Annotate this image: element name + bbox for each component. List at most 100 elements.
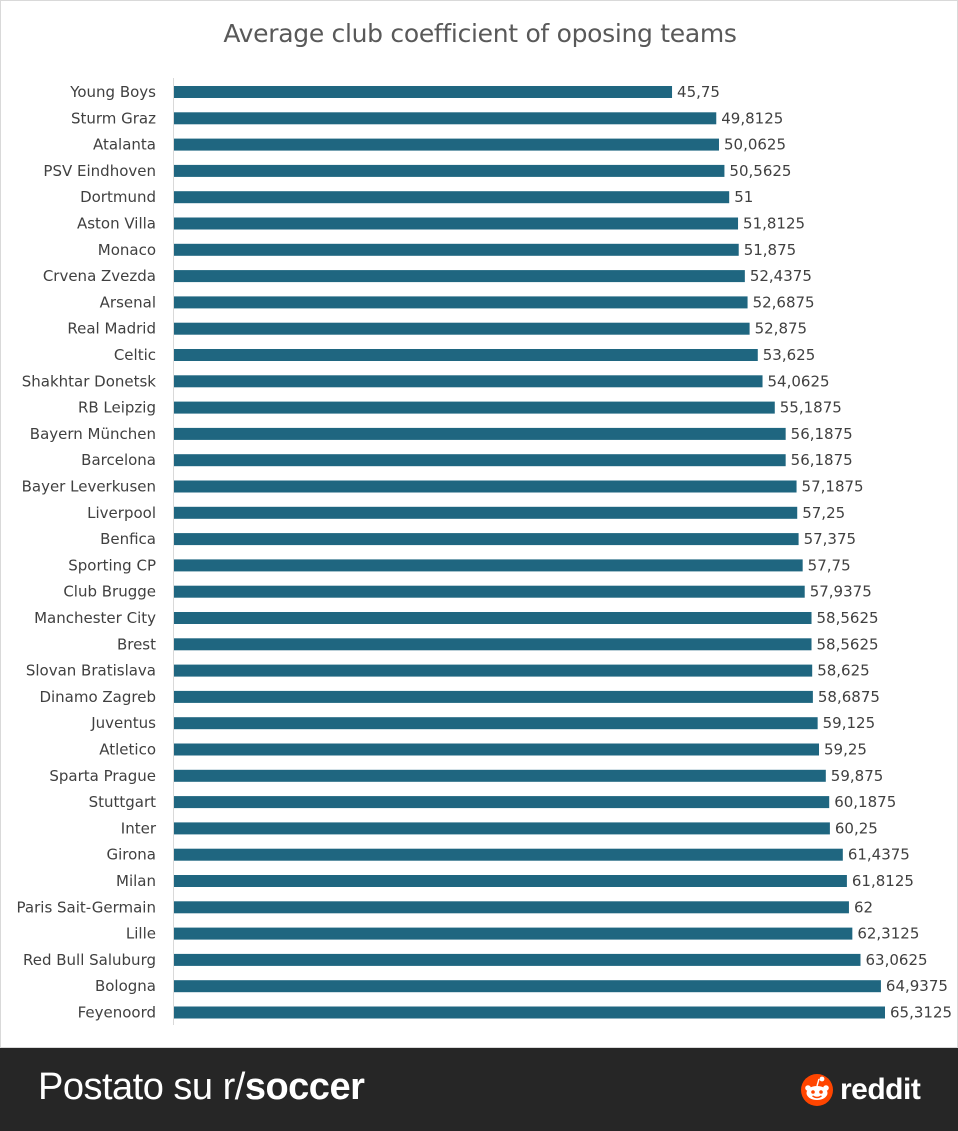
value-label: 53,625 <box>763 346 816 364</box>
value-label: 61,4375 <box>848 846 910 864</box>
bar <box>174 533 799 546</box>
category-label: Club Brugge <box>63 583 156 601</box>
value-label: 51,8125 <box>743 215 805 233</box>
bar <box>174 401 775 414</box>
value-label: 60,1875 <box>834 793 896 811</box>
value-label: 62,3125 <box>857 925 919 943</box>
bar <box>174 270 745 283</box>
value-label: 57,1875 <box>802 478 864 496</box>
bar <box>174 454 786 467</box>
value-label: 58,5625 <box>817 609 879 627</box>
category-label: Dinamo Zagreb <box>39 688 156 706</box>
category-label: Slovan Bratislava <box>26 662 156 680</box>
category-label: Liverpool <box>87 504 156 522</box>
value-label: 61,8125 <box>852 872 914 890</box>
bar <box>174 506 798 519</box>
bar <box>174 822 830 835</box>
category-label: Young Boys <box>69 83 156 101</box>
category-label: Bayer Leverkusen <box>22 478 156 496</box>
value-label: 51,875 <box>744 241 797 259</box>
footer-text: Postato su r/soccer <box>38 1066 365 1109</box>
category-label: Feyenoord <box>78 1004 156 1022</box>
category-label: Stuttgart <box>89 793 157 811</box>
bar <box>174 796 830 809</box>
bars-group: Young Boys 45,75 Sturm Graz 49,8125 Atalanta… <box>17 83 952 1022</box>
value-label: 63,0625 <box>866 951 928 969</box>
value-label: 52,6875 <box>753 293 815 311</box>
category-label: Lille <box>126 925 156 943</box>
category-label: Monaco <box>98 241 156 259</box>
bar <box>174 480 797 493</box>
category-label: Real Madrid <box>67 320 156 338</box>
bar <box>174 612 812 624</box>
value-label: 50,0625 <box>724 136 786 154</box>
category-label: Sporting CP <box>68 556 156 574</box>
category-label: Bayern München <box>30 425 156 443</box>
value-label: 50,5625 <box>729 162 791 180</box>
bar <box>174 138 719 151</box>
value-label: 56,1875 <box>791 425 853 443</box>
category-label: Celtic <box>114 346 156 364</box>
category-label: Brest <box>117 635 156 653</box>
category-label: Manchester City <box>34 609 156 627</box>
value-label: 60,25 <box>835 819 878 837</box>
value-label: 59,25 <box>824 741 867 759</box>
value-label: 49,8125 <box>721 109 783 127</box>
category-label: Atletico <box>99 741 156 759</box>
value-label: 57,9375 <box>810 583 872 601</box>
category-label: Milan <box>116 872 156 890</box>
category-label: Barcelona <box>81 451 156 469</box>
bar <box>174 980 881 993</box>
bar <box>174 638 812 651</box>
value-label: 64,9375 <box>886 977 948 995</box>
value-label: 56,1875 <box>791 451 853 469</box>
category-label: Red Bull Saluburg <box>23 951 156 969</box>
bar <box>174 901 849 914</box>
chart-area: Average club coefficient of oposing team… <box>0 0 958 1048</box>
category-label: Aston Villa <box>77 215 156 233</box>
category-label: Arsenal <box>100 293 156 311</box>
reddit-logo[interactable]: reddit <box>800 1070 921 1110</box>
bar <box>174 86 673 98</box>
bar <box>174 848 843 861</box>
value-label: 52,4375 <box>750 267 812 285</box>
bar <box>174 427 786 440</box>
bar <box>174 322 750 335</box>
category-label: PSV Eindhoven <box>43 162 156 180</box>
bar <box>174 217 739 230</box>
footer-prefix: Postato su r/ <box>38 1066 245 1108</box>
value-label: 58,6875 <box>818 688 880 706</box>
category-label: Sparta Prague <box>49 767 156 785</box>
bar <box>174 112 717 125</box>
category-label: Atalanta <box>93 136 156 154</box>
bar-chart: Young Boys 45,75 Sturm Graz 49,8125 Atalanta… <box>17 78 952 1025</box>
bar <box>174 690 813 703</box>
category-label: Shakhtar Donetsk <box>22 372 157 390</box>
bar <box>174 1006 885 1019</box>
footer-subreddit: soccer <box>244 1066 365 1108</box>
value-label: 59,125 <box>823 714 876 732</box>
value-label: 51 <box>734 188 753 206</box>
category-label: RB Leipzig <box>78 399 156 417</box>
bar <box>174 375 763 388</box>
bar <box>174 875 847 887</box>
value-label: 57,25 <box>802 504 845 522</box>
value-label: 45,75 <box>677 83 720 101</box>
value-label: 58,625 <box>817 662 870 680</box>
category-label: Sturm Graz <box>71 109 156 127</box>
value-label: 59,875 <box>831 767 884 785</box>
category-label: Inter <box>121 819 157 837</box>
bar <box>174 191 730 204</box>
category-label: Crvena Zvezda <box>43 267 156 285</box>
category-label: Juventus <box>90 714 156 732</box>
bar <box>174 296 748 309</box>
footer-banner: Postato su r/soccer reddit <box>0 1048 958 1131</box>
bar <box>174 927 853 940</box>
bar <box>174 953 861 966</box>
category-label: Girona <box>106 846 156 864</box>
reddit-wordmark: reddit <box>840 1073 921 1106</box>
value-label: 57,375 <box>804 530 857 548</box>
category-label: Paris Sait-Germain <box>17 898 156 916</box>
reddit-alien-icon <box>801 1074 833 1106</box>
chart-title: Average club coefficient of oposing team… <box>223 19 737 48</box>
